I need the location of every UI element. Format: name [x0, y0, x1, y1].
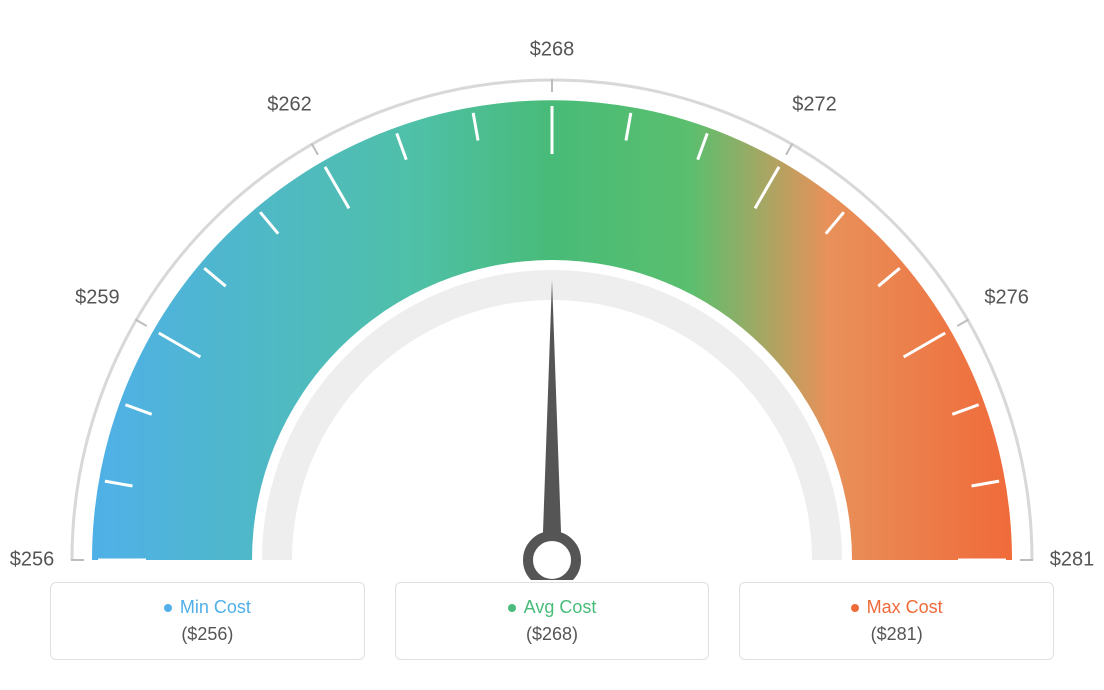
- gauge-tick-label: $272: [792, 94, 837, 117]
- legend-dot-min: [164, 604, 172, 612]
- legend-title-max: Max Cost: [851, 597, 943, 618]
- gauge-svg: [0, 20, 1104, 580]
- gauge-tick-label: $276: [984, 286, 1029, 309]
- gauge-tick-label: $268: [530, 39, 575, 62]
- legend-row: Min Cost ($256) Avg Cost ($268) Max Cost…: [50, 582, 1054, 660]
- legend-card-min: Min Cost ($256): [50, 582, 365, 660]
- gauge-tick-label: $281: [1050, 549, 1095, 572]
- gauge-tick-label: $256: [10, 549, 55, 572]
- legend-label-avg: Avg Cost: [524, 597, 597, 618]
- legend-value-avg: ($268): [406, 624, 699, 645]
- legend-card-max: Max Cost ($281): [739, 582, 1054, 660]
- legend-title-avg: Avg Cost: [508, 597, 597, 618]
- legend-dot-avg: [508, 604, 516, 612]
- gauge-tick-label: $259: [75, 286, 120, 309]
- legend-value-max: ($281): [750, 624, 1043, 645]
- gauge-chart: $256 $259 $262 $268 $272 $276 $281: [0, 20, 1104, 580]
- gauge-tick-label: $262: [267, 94, 312, 117]
- legend-value-min: ($256): [61, 624, 354, 645]
- legend-card-avg: Avg Cost ($268): [395, 582, 710, 660]
- legend-title-min: Min Cost: [164, 597, 251, 618]
- legend-label-min: Min Cost: [180, 597, 251, 618]
- legend-label-max: Max Cost: [867, 597, 943, 618]
- legend-dot-max: [851, 604, 859, 612]
